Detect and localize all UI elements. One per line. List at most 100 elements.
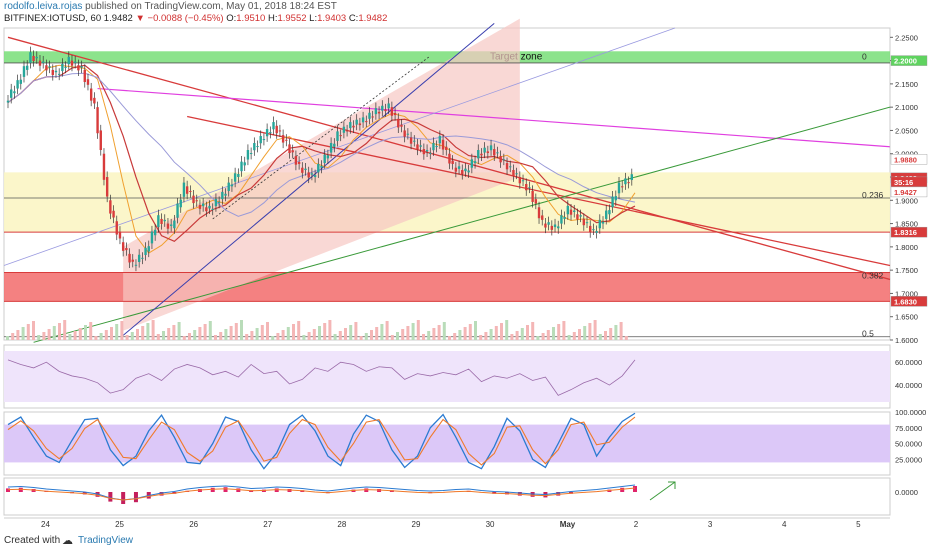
volume-bar (78, 328, 82, 340)
volume-bar (156, 334, 160, 340)
candle-body (528, 187, 531, 189)
candle-body (185, 186, 189, 194)
volume-bar (531, 322, 535, 340)
macd-bar (18, 487, 23, 492)
candle-body (617, 182, 621, 194)
macd-tick-label: 0.0000 (895, 488, 918, 497)
candle-body (339, 135, 342, 137)
candle-body (377, 111, 381, 114)
candle-body (19, 79, 22, 84)
candle-body (217, 201, 221, 203)
x-tick-label: 2 (634, 520, 639, 529)
candle-body (163, 219, 166, 222)
candle-body (544, 223, 547, 228)
candle-body (281, 135, 285, 143)
candle-body (521, 180, 525, 182)
arrow-head-icon (668, 481, 676, 489)
macd-bar (556, 492, 561, 496)
candle-body (150, 231, 154, 244)
channel-midline (212, 55, 431, 220)
candle-body (77, 65, 80, 71)
candle-body (249, 153, 253, 155)
candle-body (582, 218, 586, 226)
volume-bar (562, 321, 566, 340)
candle-body (505, 163, 509, 170)
candle-body (464, 168, 467, 172)
volume-bar (583, 326, 587, 340)
candle-body (531, 190, 534, 202)
volume-bar (479, 335, 483, 340)
candle-body (605, 210, 608, 219)
volume-bar (354, 322, 358, 340)
volume-bar (94, 336, 98, 340)
candle-body (38, 60, 42, 66)
candle-body (115, 221, 118, 235)
volume-bar (609, 328, 613, 340)
macd-bar (6, 488, 10, 492)
candle-body (448, 153, 451, 164)
candle-body (262, 139, 266, 141)
candle-body (374, 108, 378, 115)
volume-bar (26, 324, 30, 340)
candle-body (297, 161, 301, 164)
volume-bar (292, 324, 295, 340)
candle-body (461, 170, 464, 174)
volume-bar (214, 335, 217, 340)
candle-body (48, 66, 51, 68)
volume-bar (125, 335, 129, 340)
price-level-tag (890, 55, 928, 66)
close-value: 1.9482 (358, 13, 388, 24)
volume-bar (271, 336, 275, 340)
candle-body (147, 246, 150, 252)
candle-body (534, 199, 538, 204)
candle-body (333, 143, 336, 147)
volume-bar (260, 325, 264, 340)
candle-body (368, 112, 371, 119)
candle-body (80, 66, 83, 68)
volume-bar (42, 332, 46, 340)
volume-bar (458, 330, 462, 340)
candle-body (41, 61, 45, 63)
candle-body (598, 219, 602, 229)
candle-body (214, 198, 218, 207)
candle-body (608, 210, 611, 215)
volume-bar (297, 321, 301, 340)
volume-bar (448, 336, 451, 340)
candle-body (352, 125, 355, 128)
fib-label: 0.236 (862, 190, 884, 200)
y-tick-label: 1.9000 (895, 196, 918, 205)
macd-bar (364, 488, 369, 492)
volume-bar (234, 323, 238, 340)
candle-body (393, 112, 397, 116)
volume-bar (463, 327, 467, 340)
tradingview-logo[interactable]: TradingView (78, 535, 134, 546)
volume-bar (141, 326, 145, 340)
candle-body (569, 209, 573, 215)
candle-body (288, 144, 291, 154)
volume-bar (229, 326, 233, 340)
x-tick-label: 26 (189, 520, 198, 529)
publish-info: rodolfo.leiva.rojas published on Trading… (4, 1, 337, 12)
symbol-name[interactable]: BITFINEX:IOTUSD, 60 (4, 13, 102, 24)
volume-bar (104, 330, 108, 340)
rsi-tick-label: 60.0000 (895, 358, 922, 367)
macd-bar (121, 492, 126, 504)
author-link[interactable]: rodolfo.leiva.rojas (4, 1, 83, 12)
candle-body (141, 257, 144, 259)
price-level-label: 2.2000 (894, 57, 917, 66)
stoch-tick-label: 75.0000 (895, 424, 922, 433)
candle-body (125, 248, 128, 251)
candle-body (237, 173, 240, 178)
candle-body (358, 123, 362, 126)
candle-body (470, 159, 474, 168)
candle-body (86, 79, 90, 85)
candle-body (201, 203, 205, 207)
candle-body (96, 107, 99, 134)
macd-bar (223, 487, 228, 492)
candle-body (166, 223, 170, 229)
candle-body (240, 161, 243, 172)
candle-body (611, 196, 614, 208)
candle-body (275, 125, 278, 134)
candle-body (224, 193, 227, 196)
